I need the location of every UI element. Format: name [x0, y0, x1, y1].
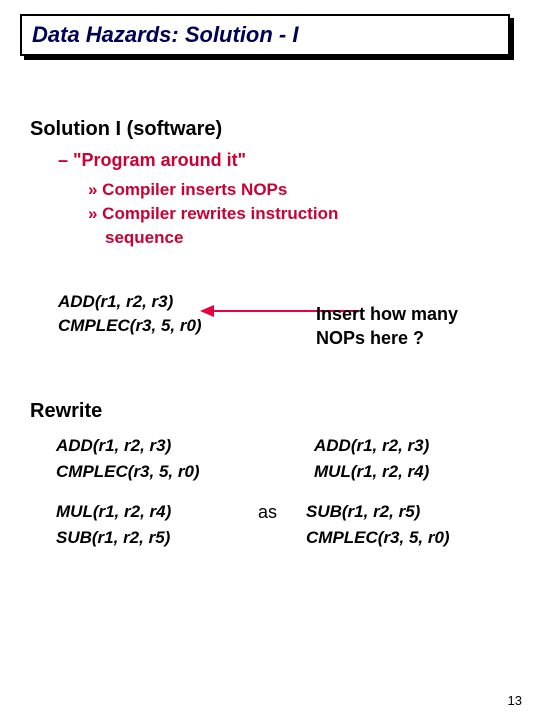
left-line2: CMPLEC(r3, 5, r0)	[56, 462, 200, 482]
title-box: Data Hazards: Solution - I	[20, 14, 510, 56]
bullet-rewrite-line2: sequence	[105, 228, 183, 248]
title-front: Data Hazards: Solution - I	[20, 14, 510, 56]
left-line3: MUL(r1, r2, r4)	[56, 502, 171, 522]
subhead-program: – "Program around it"	[58, 150, 246, 171]
heading-solution: Solution I (software)	[30, 118, 222, 141]
example1-line2: CMPLEC(r3, 5, r0)	[58, 316, 202, 336]
right-line3: SUB(r1, r2, r5)	[306, 502, 420, 522]
note-line2: NOPs here ?	[316, 328, 424, 349]
right-line4: CMPLEC(r3, 5, r0)	[306, 528, 450, 548]
bullet-nops: » Compiler inserts NOPs	[88, 180, 287, 200]
bullet-rewrite-line1: » Compiler rewrites instruction	[88, 204, 338, 224]
right-line1: ADD(r1, r2, r3)	[314, 436, 429, 456]
page-number: 13	[508, 693, 522, 708]
as-label: as	[258, 502, 277, 523]
right-line2: MUL(r1, r2, r4)	[314, 462, 429, 482]
example1-line1: ADD(r1, r2, r3)	[58, 292, 173, 312]
left-line4: SUB(r1, r2, r5)	[56, 528, 170, 548]
note-line1: Insert how many	[316, 304, 458, 325]
page-title: Data Hazards: Solution - I	[32, 22, 498, 48]
left-line1: ADD(r1, r2, r3)	[56, 436, 171, 456]
heading-rewrite: Rewrite	[30, 400, 102, 423]
